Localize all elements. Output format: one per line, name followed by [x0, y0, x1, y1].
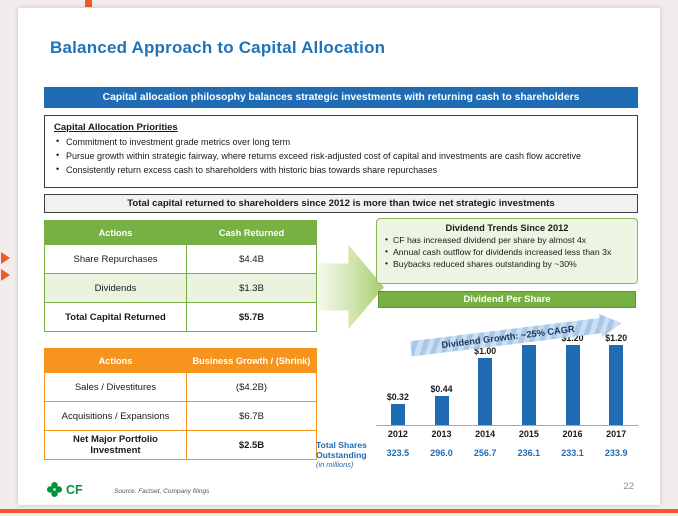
table-cell: Acquisitions / Expansions — [44, 401, 187, 431]
source-note: Source: Factset, Company filings — [114, 488, 210, 495]
table-header-row: Actions Business Growth / (Shrink) — [44, 348, 317, 373]
table-row-total: Net Major Portfolio Investment $2.5B — [44, 430, 317, 460]
dividend-bar — [609, 345, 624, 425]
bar-value-label: $0.44 — [430, 384, 453, 394]
table-row: Dividends $1.3B — [44, 273, 317, 303]
priorities-heading: Capital Allocation Priorities — [54, 122, 178, 133]
table-row: Share Repurchases $4.4B — [44, 244, 317, 274]
shares-value: 256.7 — [473, 448, 497, 458]
chart-year-axis: 2012 2013 2014 2015 2016 2017 — [376, 429, 638, 439]
table-cell: Net Major Portfolio Investment — [44, 430, 187, 460]
table-header-row: Actions Cash Returned — [44, 220, 317, 245]
bar-column: $1.20 — [551, 308, 595, 425]
dividend-trends-box: Dividend Trends Since 2012 CF has increa… — [376, 218, 638, 284]
table-cell: Total Capital Returned — [44, 302, 187, 332]
table-row: Acquisitions / Expansions $6.7B — [44, 401, 317, 431]
dividend-bar — [478, 358, 493, 425]
chevron-right-icon — [1, 269, 10, 281]
cf-logo-text: CF — [66, 482, 83, 497]
table-cell: $4.4B — [186, 244, 317, 274]
cash-table-header-cash-returned: Cash Returned — [186, 220, 317, 245]
business-growth-table: Actions Business Growth / (Shrink) Sales… — [44, 348, 317, 460]
cf-logo: CF — [46, 481, 83, 498]
dividend-bar — [565, 345, 580, 425]
dividend-bar-chart: $0.32 $0.44 $1.00 $1.20 $1.20 $1.20 — [376, 308, 638, 426]
dividend-per-share-banner: Dividend Per Share — [378, 291, 636, 308]
growth-table-header-actions: Actions — [44, 348, 187, 373]
top-orange-tick — [85, 0, 92, 7]
year-tick-label: 2017 — [606, 429, 627, 439]
year-tick-label: 2013 — [431, 429, 452, 439]
bottom-orange-strip — [0, 509, 678, 513]
bar-column: $0.44 — [420, 308, 464, 425]
table-row-total: Total Capital Returned $5.7B — [44, 302, 317, 332]
flow-arrow — [318, 245, 384, 329]
chevron-right-icon — [1, 252, 10, 264]
cash-returned-table: Actions Cash Returned Share Repurchases … — [44, 220, 317, 332]
table-cell: Share Repurchases — [44, 244, 187, 274]
philosophy-banner: Capital allocation philosophy balances s… — [44, 87, 638, 108]
left-edge-chevrons — [1, 247, 10, 286]
year-tick-label: 2015 — [518, 429, 539, 439]
priorities-list: Commitment to investment grade metrics o… — [54, 137, 628, 175]
shares-value: 323.5 — [386, 448, 410, 458]
slide: Balanced Approach to Capital Allocation … — [18, 8, 660, 505]
capital-allocation-priorities-box: Capital Allocation Priorities Commitment… — [44, 115, 638, 188]
total-shares-outstanding-label: Total Shares Outstanding (in millions) — [316, 440, 367, 469]
year-tick-label: 2012 — [387, 429, 408, 439]
dividend-trends-title: Dividend Trends Since 2012 — [445, 223, 569, 233]
table-cell: Dividends — [44, 273, 187, 303]
growth-table-header-growth: Business Growth / (Shrink) — [186, 348, 317, 373]
dividend-trends-bullet: Buybacks reduced shares outstanding by ~… — [383, 259, 631, 269]
priorities-bullet: Consistently return excess cash to share… — [54, 165, 628, 175]
table-cell: Sales / Divestitures — [44, 372, 187, 402]
shares-value: 233.1 — [561, 448, 584, 458]
table-cell: $2.5B — [186, 430, 317, 460]
bar-value-label: $1.20 — [561, 333, 584, 343]
dividend-bar — [434, 396, 449, 425]
page-number: 22 — [623, 481, 634, 492]
cf-logo-icon — [46, 481, 63, 498]
dividend-bar — [390, 404, 405, 425]
bar-column: $1.00 — [463, 308, 507, 425]
table-cell: $5.7B — [186, 302, 317, 332]
shares-value: 296.0 — [430, 448, 453, 458]
bar-column: $1.20 — [594, 308, 638, 425]
total-capital-highlight-bar: Total capital returned to shareholders s… — [44, 194, 638, 213]
cash-table-header-actions: Actions — [44, 220, 187, 245]
slide-title: Balanced Approach to Capital Allocation — [50, 38, 386, 57]
dividend-trends-list: CF has increased dividend per share by a… — [383, 235, 631, 269]
year-tick-label: 2014 — [475, 429, 496, 439]
dividend-bar — [521, 345, 536, 425]
table-cell: ($4.2B) — [186, 372, 317, 402]
total-shares-values-row: 323.5 296.0 256.7 236.1 233.1 233.9 — [376, 448, 638, 458]
bar-value-label: $1.20 — [605, 333, 628, 343]
bar-column: $0.32 — [376, 308, 420, 425]
table-row: Sales / Divestitures ($4.2B) — [44, 372, 317, 402]
priorities-bullet: Commitment to investment grade metrics o… — [54, 137, 628, 147]
year-tick-label: 2016 — [562, 429, 583, 439]
table-cell: $1.3B — [186, 273, 317, 303]
dividend-trends-bullet: Annual cash outflow for dividends increa… — [383, 247, 631, 257]
shares-value: 236.1 — [517, 448, 541, 458]
priorities-bullet: Pursue growth within strategic fairway, … — [54, 151, 628, 161]
shares-value: 233.9 — [604, 448, 628, 458]
table-cell: $6.7B — [186, 401, 317, 431]
bar-value-label: $1.00 — [474, 346, 497, 356]
bar-value-label: $0.32 — [386, 392, 409, 402]
dividend-trends-bullet: CF has increased dividend per share by a… — [383, 235, 631, 245]
